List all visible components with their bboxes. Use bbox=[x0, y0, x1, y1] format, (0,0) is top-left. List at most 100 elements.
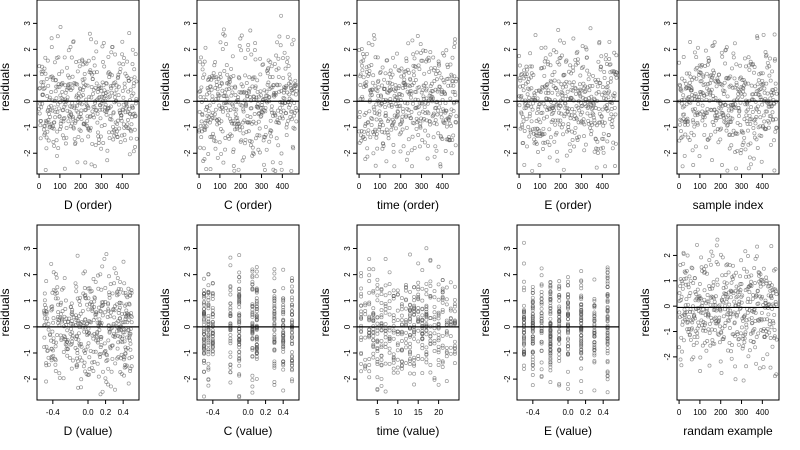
data-point bbox=[108, 114, 113, 119]
y-axis-label: residuals bbox=[478, 63, 492, 111]
data-point bbox=[404, 59, 409, 64]
data-point bbox=[388, 75, 393, 80]
x-tick-label: 300 bbox=[735, 182, 749, 191]
data-point bbox=[603, 91, 608, 96]
data-point bbox=[38, 123, 43, 128]
data-point bbox=[230, 121, 234, 126]
data-point bbox=[424, 292, 429, 297]
data-point bbox=[52, 143, 57, 148]
plot-frame bbox=[676, 0, 780, 175]
data-point bbox=[229, 66, 234, 71]
data-point bbox=[585, 111, 590, 116]
data-point bbox=[519, 94, 524, 98]
data-point bbox=[548, 298, 553, 303]
data-point bbox=[92, 360, 97, 364]
data-point bbox=[54, 138, 59, 143]
data-point bbox=[692, 50, 697, 55]
data-point bbox=[258, 72, 263, 77]
data-point bbox=[384, 113, 389, 118]
data-point bbox=[404, 336, 408, 341]
data-point bbox=[539, 319, 544, 324]
data-point bbox=[111, 137, 116, 142]
data-point bbox=[120, 311, 124, 316]
data-point bbox=[202, 332, 206, 337]
data-point bbox=[734, 80, 739, 85]
data-point bbox=[39, 105, 44, 110]
data-point bbox=[231, 149, 236, 154]
data-point bbox=[711, 123, 716, 128]
data-point bbox=[101, 141, 106, 145]
data-point bbox=[235, 99, 240, 104]
x-axis-label: E (order) bbox=[544, 198, 591, 212]
data-point bbox=[677, 310, 682, 315]
data-point bbox=[123, 351, 128, 356]
data-point bbox=[548, 280, 553, 285]
data-point bbox=[433, 72, 438, 76]
data-point bbox=[374, 117, 379, 122]
data-point bbox=[214, 83, 219, 87]
data-point bbox=[121, 290, 126, 295]
data-point bbox=[92, 63, 97, 68]
y-tick-label: 1 bbox=[23, 73, 32, 78]
data-point bbox=[389, 103, 394, 107]
data-point bbox=[708, 343, 713, 348]
x-tick-label: 200 bbox=[394, 182, 408, 191]
x-tick-label: 300 bbox=[415, 182, 429, 191]
data-point bbox=[267, 75, 272, 79]
data-point bbox=[735, 131, 740, 136]
data-point bbox=[99, 146, 104, 151]
data-point bbox=[95, 330, 100, 334]
data-point bbox=[522, 321, 526, 325]
data-point bbox=[66, 119, 71, 124]
data-point bbox=[444, 320, 449, 325]
data-point bbox=[566, 352, 570, 357]
data-point bbox=[211, 135, 216, 140]
data-point bbox=[263, 105, 268, 110]
data-point bbox=[755, 82, 760, 87]
data-point bbox=[605, 276, 610, 281]
data-point bbox=[444, 345, 449, 350]
data-point bbox=[766, 312, 771, 317]
data-point bbox=[728, 74, 733, 79]
data-point bbox=[527, 134, 532, 139]
data-point bbox=[714, 243, 719, 248]
data-point bbox=[434, 148, 439, 153]
data-point bbox=[89, 85, 94, 89]
data-point bbox=[293, 92, 298, 97]
data-point bbox=[391, 370, 396, 375]
data-point bbox=[539, 341, 544, 346]
data-point bbox=[263, 132, 268, 137]
x-tick-label: 20 bbox=[434, 408, 443, 417]
data-point bbox=[450, 89, 455, 94]
data-point bbox=[440, 300, 445, 305]
data-point bbox=[605, 336, 610, 341]
data-point bbox=[379, 292, 384, 297]
data-point bbox=[682, 276, 687, 281]
data-point bbox=[249, 106, 254, 111]
data-point bbox=[98, 107, 103, 112]
data-point bbox=[255, 78, 260, 83]
data-point bbox=[600, 85, 605, 90]
data-point bbox=[768, 142, 773, 147]
data-point bbox=[437, 84, 442, 89]
data-point bbox=[520, 125, 525, 130]
data-point bbox=[98, 116, 103, 121]
data-point bbox=[726, 108, 731, 113]
data-point bbox=[443, 149, 448, 153]
data-point bbox=[367, 327, 372, 332]
data-point bbox=[605, 285, 610, 289]
data-point bbox=[205, 105, 210, 110]
data-point bbox=[378, 69, 383, 74]
data-point bbox=[40, 101, 45, 106]
data-point bbox=[409, 116, 414, 121]
data-point bbox=[53, 296, 58, 301]
data-point bbox=[680, 134, 685, 139]
y-axis-label: residuals bbox=[158, 63, 172, 111]
data-point bbox=[682, 307, 687, 312]
data-point bbox=[366, 128, 371, 133]
data-point bbox=[697, 282, 702, 286]
data-point bbox=[77, 299, 82, 304]
data-point bbox=[543, 104, 548, 109]
data-point bbox=[237, 44, 242, 48]
data-point bbox=[358, 72, 363, 77]
